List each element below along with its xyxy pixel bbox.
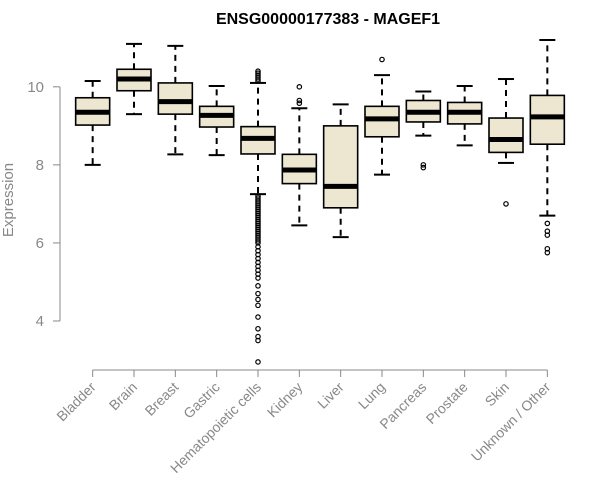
outlier-point: [255, 78, 261, 84]
box-breast: [157, 44, 194, 156]
x-tick-label: Kidney: [264, 379, 306, 421]
outlier-point: [255, 275, 261, 281]
box-brain: [116, 42, 152, 116]
x-tick-label: Prostate: [423, 379, 471, 427]
outlier-point: [544, 249, 551, 256]
outlier-point: [255, 296, 261, 303]
outlier-point: [255, 290, 261, 297]
box-pancreas: [405, 90, 442, 171]
outlier-point: [420, 164, 427, 171]
chart-title: ENSG00000177383 - MAGEF1: [216, 11, 440, 28]
box-iqr: [364, 105, 400, 138]
box-bladder: [74, 79, 111, 166]
outlier-point: [255, 359, 261, 365]
outlier-point: [420, 162, 427, 168]
outlier-point: [255, 302, 261, 309]
outlier-point: [255, 283, 261, 289]
box-iqr: [157, 82, 194, 115]
box-lung: [364, 56, 400, 176]
x-tick-label: Lung: [355, 379, 388, 412]
x-tick-label: Bladder: [53, 379, 99, 425]
boxes-group: [74, 39, 566, 365]
box-liver: [322, 103, 359, 239]
outlier-point: [544, 220, 551, 227]
y-tick-label: 6: [36, 235, 44, 252]
outlier-point: [296, 100, 303, 107]
y-tick-label: 10: [27, 79, 44, 96]
outlier-point: [503, 201, 509, 207]
outlier-point: [379, 56, 385, 63]
outlier-point: [255, 314, 261, 320]
box-unknown-other: [529, 39, 566, 256]
box-skin: [488, 78, 524, 207]
outlier-point: [544, 232, 551, 238]
box-iqr: [322, 125, 359, 209]
box-iqr: [529, 94, 566, 145]
box-iqr: [488, 117, 524, 154]
box-kidney: [281, 84, 318, 227]
box-hematopoietic-cells: [240, 68, 276, 365]
x-tick-label: Liver: [314, 379, 347, 412]
x-tick-label: Brain: [106, 379, 140, 413]
x-tick-label: Skin: [482, 379, 513, 410]
outlier-point: [296, 84, 303, 90]
outlier-point: [255, 238, 261, 244]
y-axis-label: Expression: [0, 163, 17, 237]
outlier-point: [296, 97, 303, 104]
outlier-point: [255, 337, 261, 344]
y-axis: 4 6 8 10: [27, 79, 61, 330]
outlier-point: [255, 76, 261, 82]
y-tick-label: 8: [36, 157, 44, 174]
outlier-point: [255, 325, 261, 332]
y-tick-label: 4: [36, 313, 44, 330]
box-gastric: [198, 85, 235, 157]
box-prostate: [446, 85, 483, 147]
x-tick-label: Breast: [142, 379, 182, 419]
